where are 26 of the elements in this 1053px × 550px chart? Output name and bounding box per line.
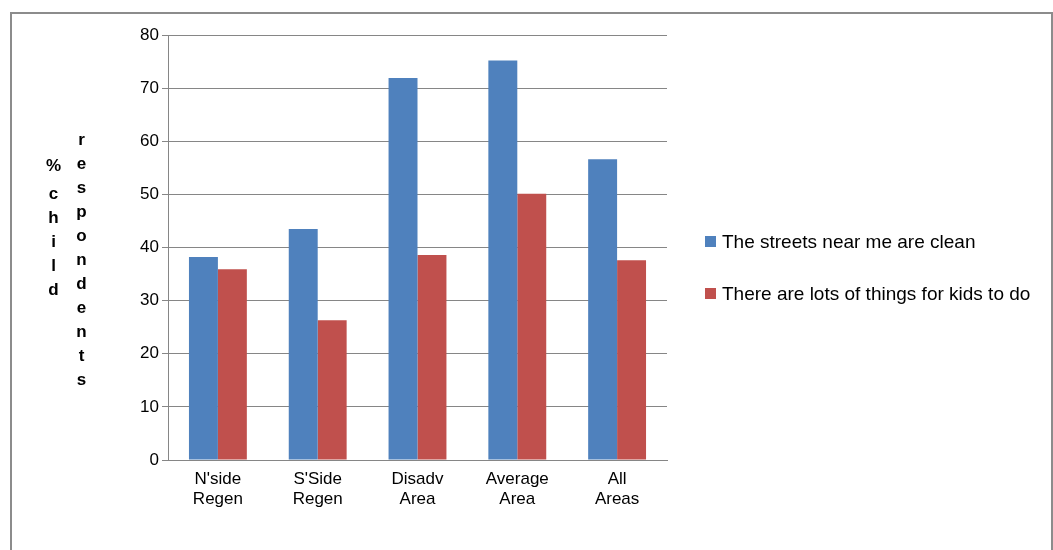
x-tick-label: Average Area xyxy=(485,468,549,509)
y-tick-label: 80 xyxy=(140,24,159,44)
y-tick-label: 60 xyxy=(140,130,159,150)
bar xyxy=(217,269,247,460)
bar xyxy=(188,257,218,460)
bar xyxy=(488,60,518,460)
bar xyxy=(617,260,647,460)
bar xyxy=(317,320,347,460)
x-tick-label: Disadv Area xyxy=(391,468,444,509)
bar xyxy=(417,254,447,460)
y-tick-label: 30 xyxy=(140,290,159,310)
y-tick-label: 70 xyxy=(140,77,159,97)
legend-label: The streets near me are clean xyxy=(722,230,976,254)
legend-label: There are lots of things for kids to do xyxy=(722,282,1031,306)
bar xyxy=(288,228,318,460)
x-tick-label: N'side Regen xyxy=(192,468,243,509)
bar xyxy=(388,78,418,460)
x-tick-label: S'Side Regen xyxy=(292,468,343,509)
bar xyxy=(588,159,618,460)
x-tick-label: All Areas xyxy=(594,468,640,509)
y-tick-label: 10 xyxy=(140,396,159,416)
y-tick-label: 0 xyxy=(149,449,159,469)
bar xyxy=(517,193,547,460)
y-tick-label: 20 xyxy=(140,343,159,363)
y-tick-label: 40 xyxy=(140,237,159,257)
y-tick-label: 50 xyxy=(140,184,159,204)
